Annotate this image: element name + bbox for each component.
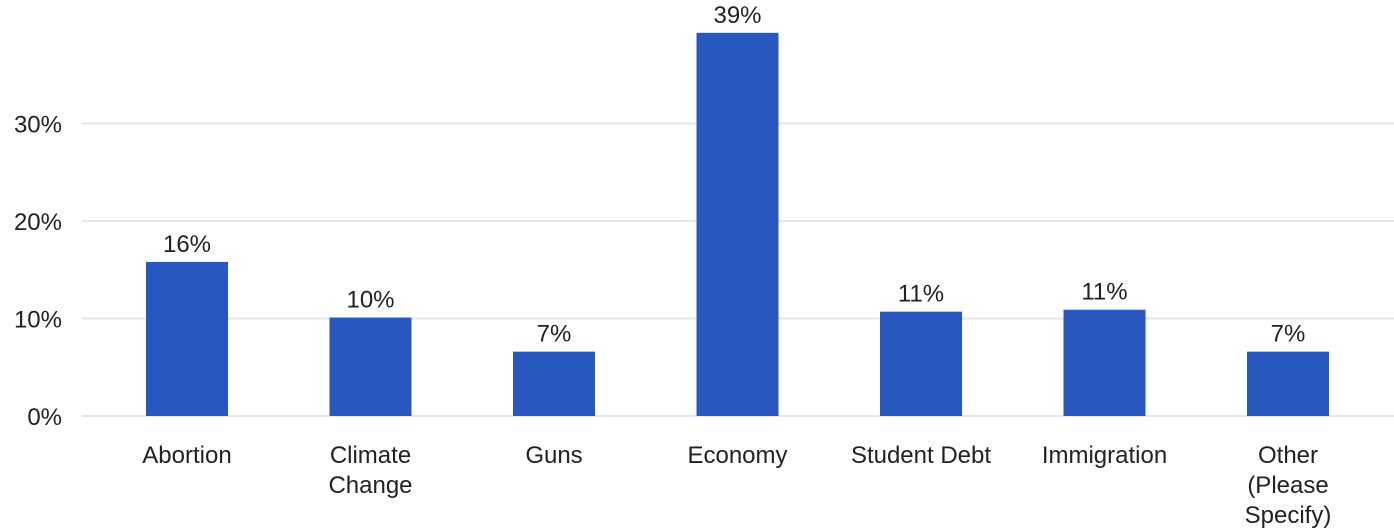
x-tick-label: Guns xyxy=(525,442,582,469)
y-tick-label: 10% xyxy=(14,307,62,334)
label-layer: 0% 10% 20% 30% 16% Abortion 10% Climate Change 7%… xyxy=(14,2,1331,529)
y-tick-label: 0% xyxy=(27,404,62,431)
data-label: 11% xyxy=(1081,279,1127,306)
x-tick-label: Abortion xyxy=(142,442,231,469)
bar-layer xyxy=(146,32,1329,416)
bar xyxy=(329,317,412,416)
x-tick-label: Immigration xyxy=(1042,442,1167,469)
data-label: 10% xyxy=(346,287,394,314)
data-label: 7% xyxy=(1271,321,1306,348)
x-tick-label: Student Debt xyxy=(851,442,991,469)
data-label: 11% xyxy=(898,281,944,308)
bar xyxy=(880,311,962,416)
bar xyxy=(513,351,595,416)
y-tick-label: 30% xyxy=(14,112,62,139)
bar xyxy=(146,261,228,416)
data-label: 7% xyxy=(537,321,572,348)
x-tick-label: Economy xyxy=(687,442,787,469)
bar xyxy=(696,32,779,416)
x-tick-label: Climate Change xyxy=(328,442,412,499)
x-tick-label: Other (Please Specify) xyxy=(1245,442,1332,529)
data-label: 16% xyxy=(163,231,211,258)
y-tick-label: 20% xyxy=(14,209,62,236)
bar xyxy=(1247,351,1329,416)
data-label: 39% xyxy=(713,2,761,29)
bar xyxy=(1063,309,1146,416)
